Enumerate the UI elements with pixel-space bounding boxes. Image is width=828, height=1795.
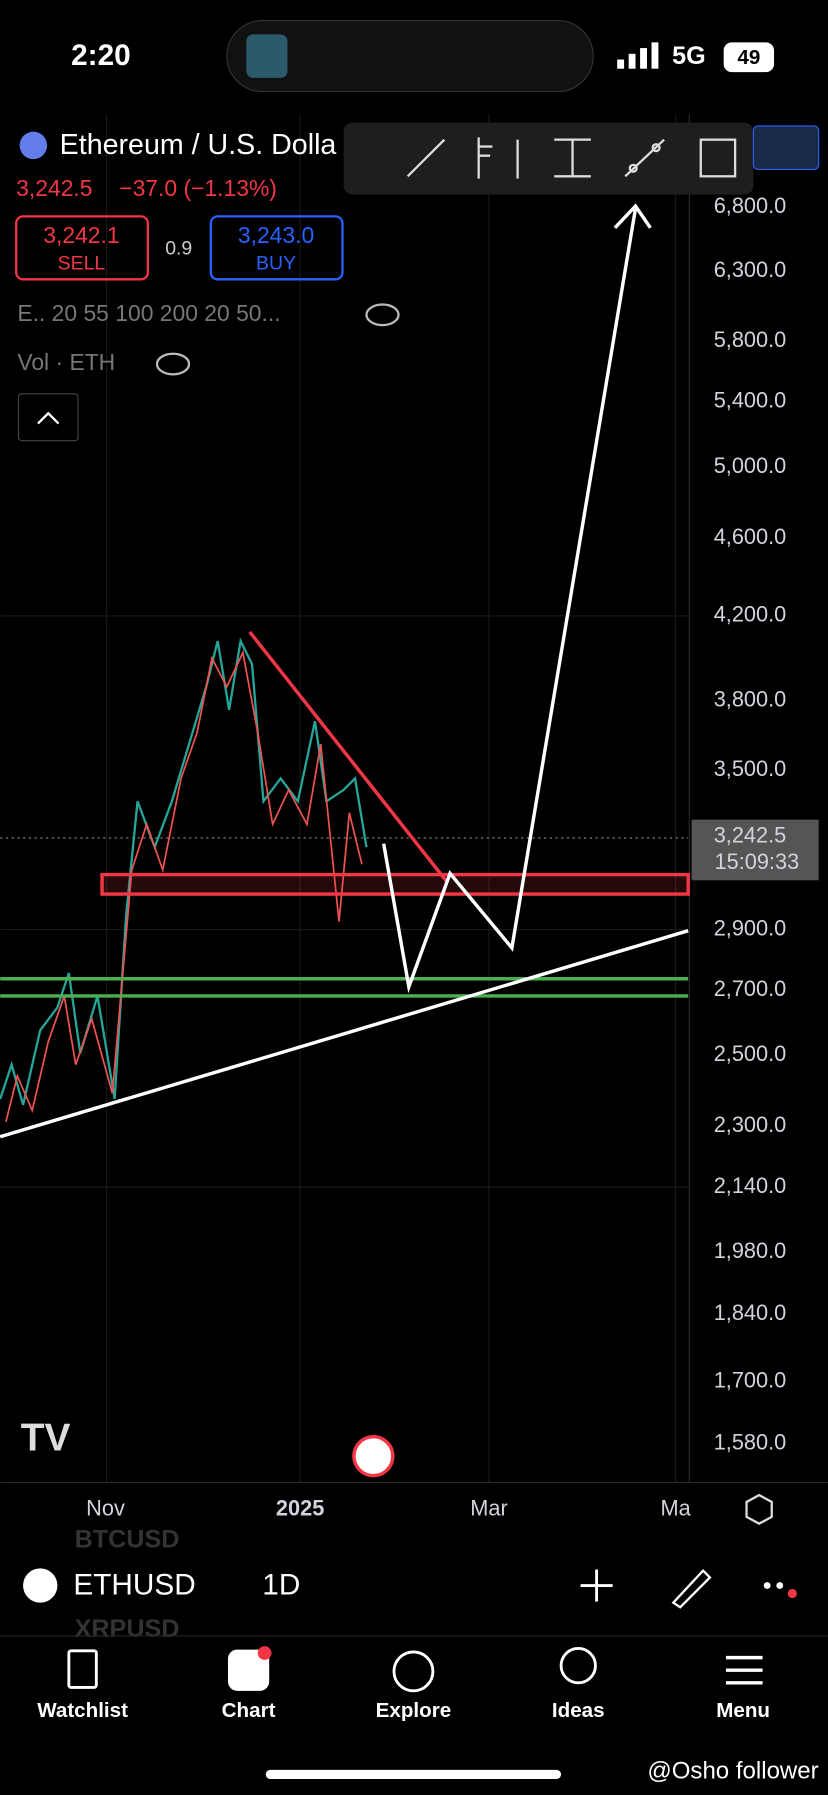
price-label: 2,300.0 bbox=[714, 1112, 787, 1137]
price-label: 2,900.0 bbox=[714, 915, 787, 940]
price-label: 5,800.0 bbox=[714, 327, 787, 352]
battery bbox=[723, 42, 775, 73]
nav-item[interactable]: Ideas bbox=[552, 1699, 605, 1722]
collapse-button[interactable] bbox=[17, 393, 79, 442]
nav-item[interactable]: Chart bbox=[222, 1699, 276, 1722]
watchlist-icon bbox=[67, 1649, 98, 1689]
price-label: 2,140.0 bbox=[714, 1173, 787, 1198]
more-button[interactable] bbox=[763, 1582, 797, 1599]
price-label: 1,840.0 bbox=[714, 1300, 787, 1325]
time-label: Nov bbox=[86, 1496, 125, 1521]
projection-path bbox=[381, 208, 638, 994]
toolbar-icons[interactable] bbox=[406, 137, 737, 179]
price-label: 5,400.0 bbox=[714, 388, 787, 413]
sell-button[interactable] bbox=[15, 215, 149, 281]
home-indicator bbox=[265, 1769, 562, 1779]
volume-indicator: Vol · ETH bbox=[17, 349, 115, 375]
price-label: 6,800.0 bbox=[714, 193, 787, 218]
price-label: 6,300.0 bbox=[714, 257, 787, 282]
time-label: Mar bbox=[470, 1496, 507, 1521]
draw-button[interactable] bbox=[671, 1568, 712, 1609]
price-label: 3,800.0 bbox=[714, 686, 787, 711]
price-label: 1,700.0 bbox=[714, 1367, 787, 1392]
spread: 0.9 bbox=[165, 238, 192, 260]
ghost-symbol: BTCUSD bbox=[75, 1526, 180, 1554]
price-label: 5,000.0 bbox=[714, 453, 787, 478]
eth-icon bbox=[19, 131, 48, 160]
price-axis: 6,800.0 6,300.0 5,800.0 5,400.0 5,000.0 … bbox=[714, 193, 787, 1454]
sell-price: 3,242.1 bbox=[43, 222, 119, 248]
battery-level: 49 bbox=[737, 46, 760, 69]
album-art bbox=[246, 34, 288, 78]
nav-item[interactable]: Explore bbox=[376, 1699, 452, 1722]
hide-icon[interactable] bbox=[365, 303, 400, 327]
resistance-line bbox=[248, 630, 448, 883]
signal-icon bbox=[617, 42, 659, 69]
price-path-down bbox=[5, 649, 363, 1123]
indicators: E.. 20 55 100 200 20 50... bbox=[17, 300, 280, 326]
trend-line bbox=[0, 929, 689, 1139]
price-label: 1,580.0 bbox=[714, 1429, 787, 1454]
price-label: 4,600.0 bbox=[714, 524, 787, 549]
time-label: 2025 bbox=[276, 1496, 324, 1521]
menu-icon bbox=[725, 1655, 763, 1685]
explore-icon bbox=[392, 1650, 435, 1693]
price-label: 2,500.0 bbox=[714, 1041, 787, 1066]
collapse-icon bbox=[37, 411, 60, 425]
network: 5G bbox=[672, 42, 706, 70]
buy-price: 3,243.0 bbox=[238, 222, 314, 248]
ghost-symbol: XRPUSD bbox=[75, 1615, 180, 1643]
ideas-icon bbox=[559, 1647, 597, 1685]
interval-dropdown[interactable] bbox=[752, 125, 820, 170]
tv-logo: TV bbox=[21, 1416, 71, 1459]
clock: 2:20 bbox=[71, 39, 131, 72]
eth-icon bbox=[23, 1568, 58, 1603]
interval[interactable]: 1D bbox=[262, 1569, 300, 1602]
price-label: 3,500.0 bbox=[714, 756, 787, 781]
buy-label: BUY bbox=[256, 253, 296, 275]
symbol[interactable]: ETHUSD bbox=[73, 1569, 195, 1602]
price-label: 4,200.0 bbox=[714, 602, 787, 627]
last-price: 3,242.5 bbox=[16, 175, 92, 201]
grid bbox=[0, 114, 689, 1483]
watermark: @Osho follower bbox=[647, 1757, 818, 1784]
current-price-badge bbox=[691, 819, 819, 881]
time-label: Ma bbox=[660, 1496, 691, 1521]
event-flag[interactable] bbox=[352, 1434, 395, 1478]
bar-countdown: 15:09:33 bbox=[715, 849, 800, 874]
nav-item[interactable]: Watchlist bbox=[37, 1699, 128, 1722]
projection-arrow bbox=[613, 203, 652, 229]
hide-icon[interactable] bbox=[155, 352, 191, 376]
price-change: −37.0 (−1.13%) bbox=[119, 175, 277, 201]
price-label: 2,700.0 bbox=[714, 976, 787, 1001]
nav-item[interactable]: Menu bbox=[716, 1699, 770, 1722]
add-button[interactable] bbox=[580, 1569, 613, 1602]
notification-dot bbox=[257, 1646, 272, 1660]
symbol-title: Ethereum / U.S. Dolla bbox=[60, 129, 337, 161]
current-price: 3,242.5 bbox=[714, 823, 787, 848]
sell-label: SELL bbox=[58, 253, 106, 275]
price-label: 1,980.0 bbox=[714, 1238, 787, 1263]
support-zone bbox=[100, 872, 690, 896]
chart-icon bbox=[227, 1649, 270, 1691]
drawing-toolbar[interactable] bbox=[343, 122, 754, 195]
dynamic-island bbox=[226, 20, 594, 93]
settings-icon[interactable] bbox=[745, 1493, 773, 1525]
buy-button[interactable] bbox=[209, 215, 344, 281]
